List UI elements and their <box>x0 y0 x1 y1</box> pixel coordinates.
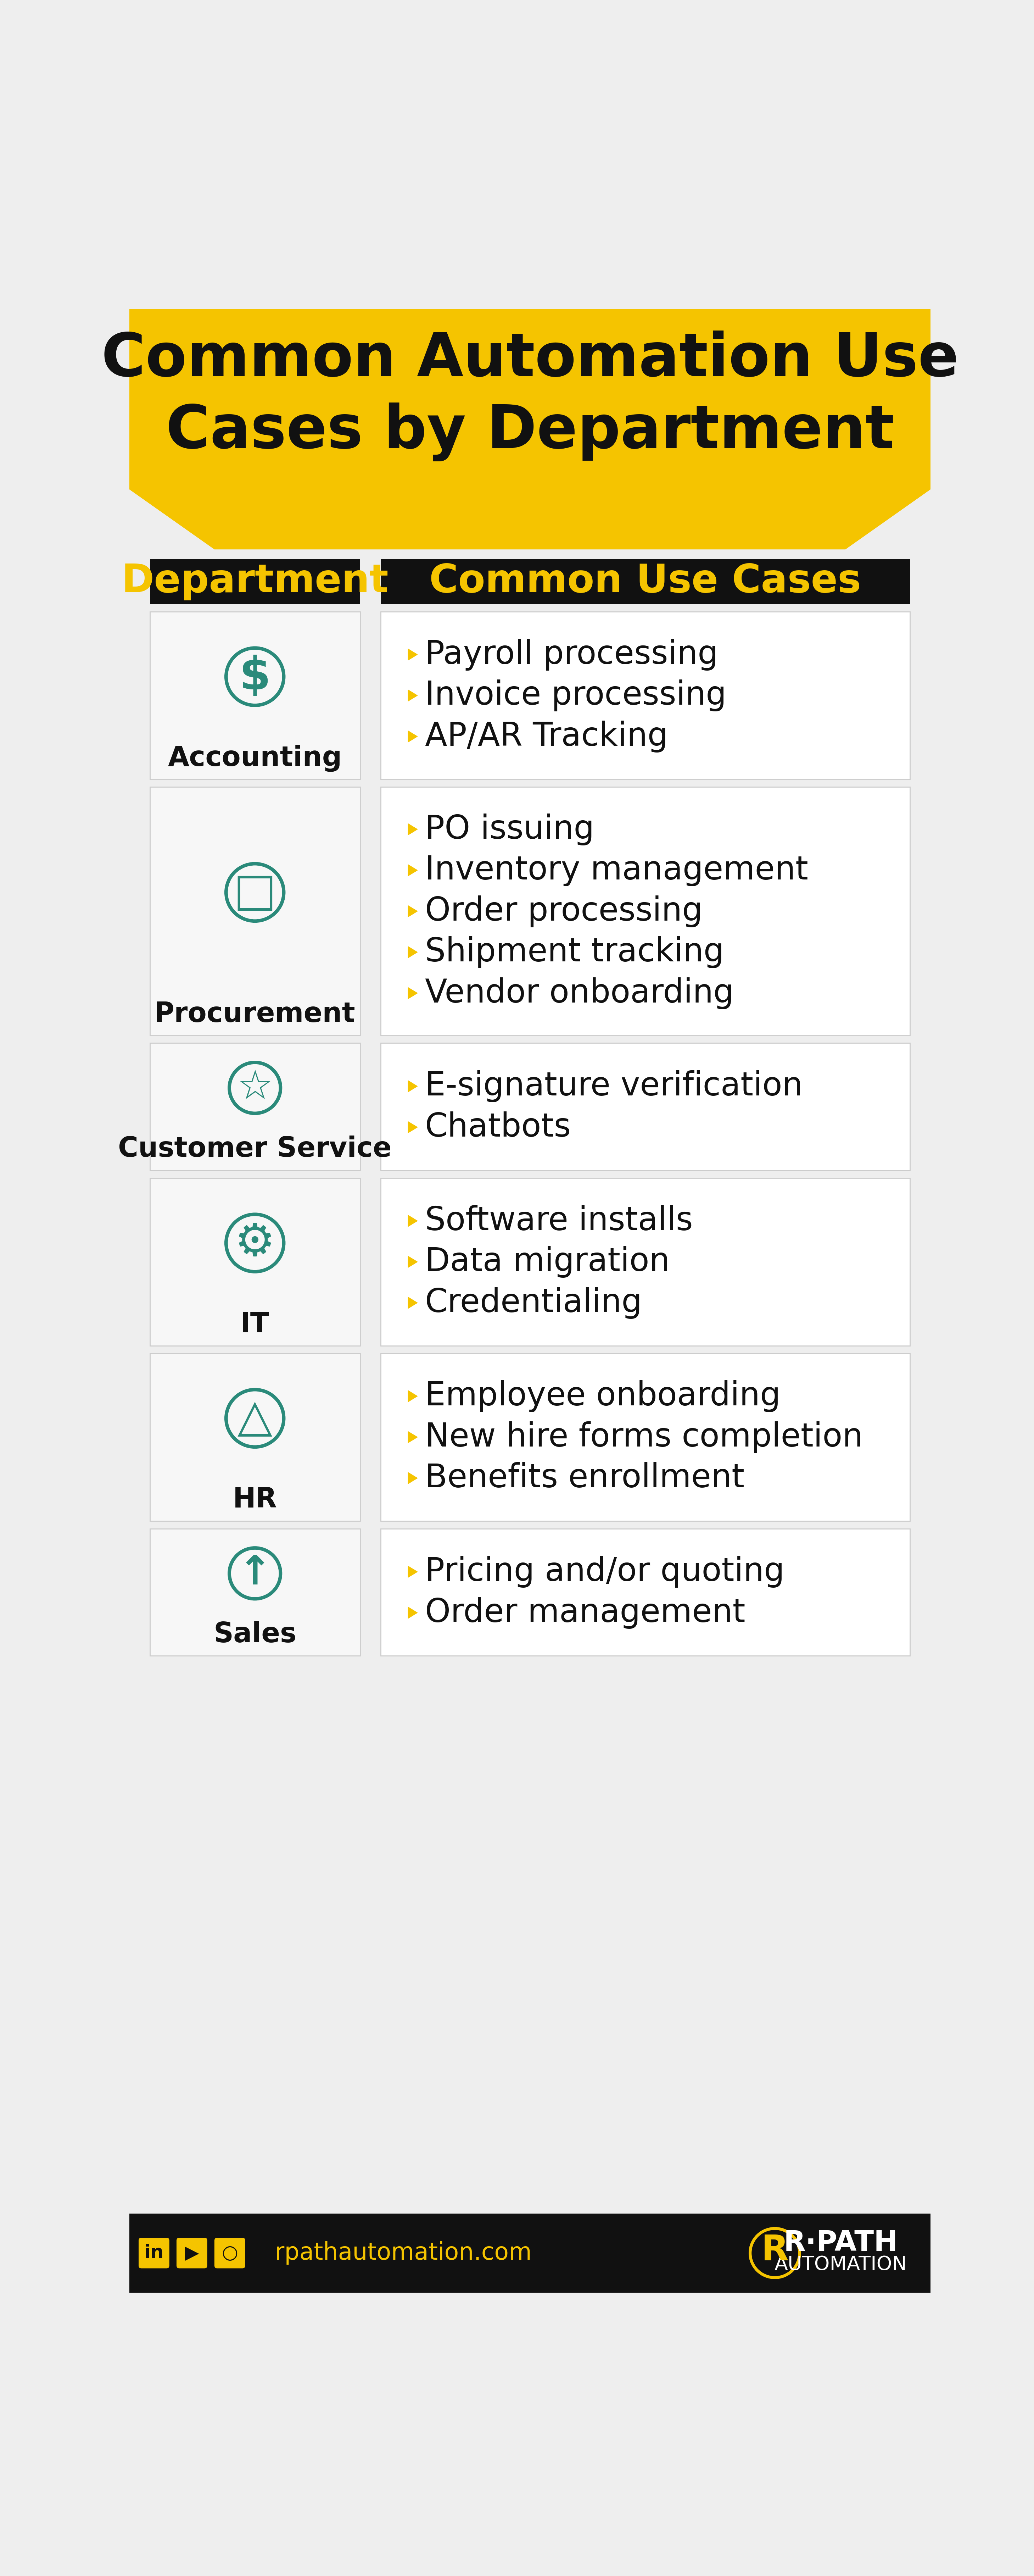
FancyBboxPatch shape <box>214 2239 245 2269</box>
Text: Data migration: Data migration <box>425 1247 670 1278</box>
Polygon shape <box>408 649 418 659</box>
Text: Common Use Cases: Common Use Cases <box>429 562 861 600</box>
Text: AP/AR Tracking: AP/AR Tracking <box>425 721 668 752</box>
Text: rpathautomation.com: rpathautomation.com <box>275 2241 531 2264</box>
FancyBboxPatch shape <box>381 788 910 1036</box>
Text: Common Automation Use: Common Automation Use <box>101 330 959 389</box>
Polygon shape <box>129 489 931 549</box>
Text: ○: ○ <box>221 2244 238 2262</box>
Text: Sales: Sales <box>213 1620 297 1649</box>
FancyBboxPatch shape <box>150 788 360 1036</box>
Text: ☆: ☆ <box>237 1069 273 1108</box>
Text: Procurement: Procurement <box>154 999 356 1028</box>
Polygon shape <box>408 1216 418 1226</box>
FancyBboxPatch shape <box>129 309 931 2293</box>
Text: Accounting: Accounting <box>168 744 342 773</box>
Polygon shape <box>408 866 418 876</box>
Polygon shape <box>408 1079 418 1092</box>
Text: ↑: ↑ <box>238 1553 272 1592</box>
Polygon shape <box>408 907 418 917</box>
Polygon shape <box>408 690 418 701</box>
Text: Benefits enrollment: Benefits enrollment <box>425 1463 744 1494</box>
Text: Payroll processing: Payroll processing <box>425 639 719 670</box>
Polygon shape <box>408 945 418 958</box>
Text: Shipment tracking: Shipment tracking <box>425 935 724 969</box>
Text: AUTOMATION: AUTOMATION <box>774 2254 907 2275</box>
Text: Software installs: Software installs <box>425 1206 693 1236</box>
Text: R: R <box>761 2233 789 2267</box>
FancyBboxPatch shape <box>381 1352 910 1520</box>
Polygon shape <box>408 1391 418 1401</box>
FancyBboxPatch shape <box>150 559 360 603</box>
Polygon shape <box>408 1121 418 1133</box>
Polygon shape <box>408 1566 418 1577</box>
FancyBboxPatch shape <box>381 611 910 781</box>
Text: Credentialing: Credentialing <box>425 1288 642 1319</box>
Text: Department: Department <box>121 562 389 600</box>
Polygon shape <box>408 987 418 999</box>
Text: ⚙: ⚙ <box>235 1221 275 1265</box>
Text: Cases by Department: Cases by Department <box>165 402 894 461</box>
Text: IT: IT <box>241 1311 270 1337</box>
Text: PO issuing: PO issuing <box>425 814 595 845</box>
FancyBboxPatch shape <box>381 559 910 603</box>
FancyBboxPatch shape <box>129 309 931 489</box>
Polygon shape <box>408 1607 418 1618</box>
Text: HR: HR <box>233 1486 277 1512</box>
Text: R·PATH: R·PATH <box>784 2228 898 2257</box>
Polygon shape <box>408 824 418 835</box>
Text: New hire forms completion: New hire forms completion <box>425 1422 863 1453</box>
Polygon shape <box>408 1257 418 1267</box>
Text: □: □ <box>234 871 276 914</box>
Text: Order processing: Order processing <box>425 896 703 927</box>
FancyBboxPatch shape <box>381 1043 910 1170</box>
FancyBboxPatch shape <box>150 1352 360 1520</box>
Text: Order management: Order management <box>425 1597 746 1628</box>
FancyBboxPatch shape <box>381 1528 910 1656</box>
Text: Employee onboarding: Employee onboarding <box>425 1381 781 1412</box>
Text: Chatbots: Chatbots <box>425 1110 572 1144</box>
FancyBboxPatch shape <box>150 611 360 781</box>
Text: ▶: ▶ <box>185 2244 200 2262</box>
Text: Inventory management: Inventory management <box>425 855 809 886</box>
Text: E-signature verification: E-signature verification <box>425 1069 802 1103</box>
FancyBboxPatch shape <box>129 2213 931 2293</box>
Text: Invoice processing: Invoice processing <box>425 680 727 711</box>
FancyBboxPatch shape <box>150 1528 360 1656</box>
Text: in: in <box>144 2244 163 2262</box>
FancyBboxPatch shape <box>150 1177 360 1345</box>
FancyBboxPatch shape <box>381 1177 910 1345</box>
Text: $: $ <box>239 654 271 698</box>
Text: Pricing and/or quoting: Pricing and/or quoting <box>425 1556 785 1587</box>
Text: Customer Service: Customer Service <box>118 1136 392 1162</box>
FancyBboxPatch shape <box>139 2239 170 2269</box>
Polygon shape <box>408 1432 418 1443</box>
Text: △: △ <box>238 1396 272 1440</box>
Polygon shape <box>408 732 418 742</box>
Polygon shape <box>408 1473 418 1484</box>
Text: Vendor onboarding: Vendor onboarding <box>425 976 734 1010</box>
FancyBboxPatch shape <box>177 2239 207 2269</box>
FancyBboxPatch shape <box>150 1043 360 1170</box>
Polygon shape <box>408 1298 418 1309</box>
